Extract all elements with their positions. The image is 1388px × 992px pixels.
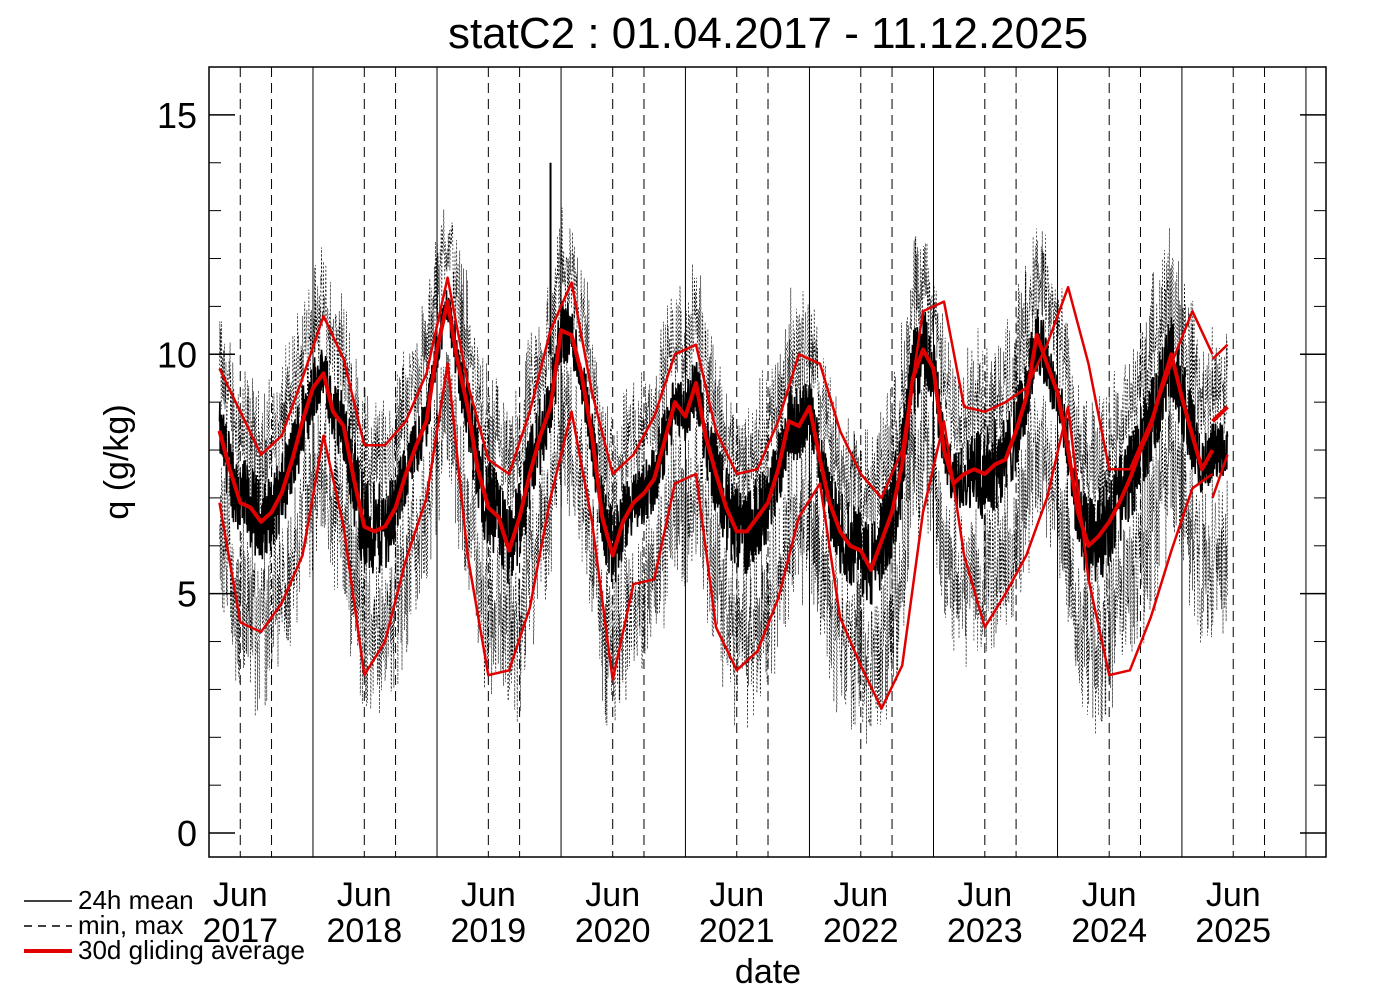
series-line [218, 362, 1214, 710]
y-tick-label: 5 [177, 574, 197, 615]
series-line [1211, 454, 1229, 499]
x-tick-month-label: Jun [585, 876, 640, 914]
x-axis-label: date [735, 953, 801, 991]
series-line [1211, 405, 1229, 423]
x-tick-year-label: 2023 [947, 912, 1023, 950]
x-tick-year-label: 2020 [575, 912, 651, 950]
chart-title: statC2 : 01.04.2017 - 11.12.2025 [448, 9, 1088, 58]
legend-label: 30d gliding average [78, 935, 305, 965]
y-tick-label: 15 [157, 95, 197, 136]
x-tick-month-label: Jun [461, 876, 516, 914]
x-tick-month-label: Jun [957, 876, 1012, 914]
y-tick-label: 10 [157, 334, 197, 375]
legend-label: 24h mean [78, 885, 194, 915]
grid-lines [239, 67, 1307, 857]
x-tick-month-label: Jun [1082, 876, 1137, 914]
x-tick-month-label: Jun [709, 876, 764, 914]
plot-frame [208, 66, 1327, 858]
x-tick-year-label: 2021 [699, 912, 775, 950]
x-tick-year-label: 2024 [1071, 912, 1147, 950]
y-tick-label: 0 [177, 813, 197, 854]
x-tick-month-label: Jun [337, 876, 392, 914]
series-layer [217, 276, 1229, 710]
x-tick-year-label: 2017 [202, 912, 278, 950]
daily-min-line [219, 352, 1228, 745]
x-tick-month-label: Jun [1206, 876, 1261, 914]
axis-layer: 051015Jun2017Jun2018Jun2019Jun2020Jun202… [157, 95, 1326, 950]
daily-data-layer [218, 162, 1229, 745]
x-tick-year-label: 2025 [1195, 912, 1271, 950]
series-line [1211, 343, 1229, 361]
legend-label: min, max [78, 910, 183, 940]
y-axis-label: q (g/kg) [98, 404, 136, 519]
x-tick-year-label: 2018 [326, 912, 402, 950]
x-tick-year-label: 2022 [823, 912, 899, 950]
x-tick-month-label: Jun [833, 876, 888, 914]
series-line [218, 276, 1214, 500]
x-tick-month-label: Jun [213, 876, 268, 914]
series-line [217, 299, 1215, 572]
x-tick-year-label: 2019 [451, 912, 527, 950]
